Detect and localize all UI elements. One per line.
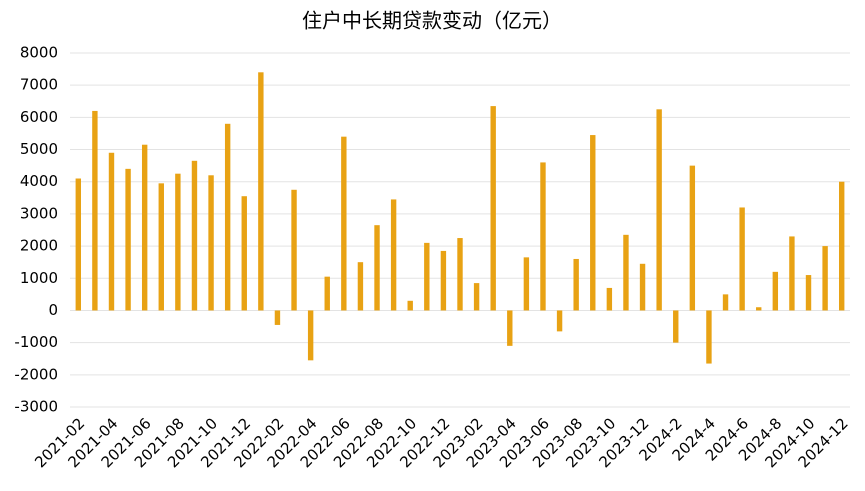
y-tick-label: 0 bbox=[48, 301, 58, 319]
bar bbox=[556, 310, 563, 332]
bar bbox=[689, 165, 696, 311]
bar bbox=[772, 271, 779, 311]
bar bbox=[606, 287, 613, 311]
bar bbox=[258, 72, 264, 311]
bar bbox=[158, 183, 164, 311]
bar bbox=[390, 199, 397, 311]
bar bbox=[307, 310, 314, 361]
bar bbox=[756, 307, 762, 311]
bar bbox=[424, 242, 430, 311]
y-tick-label: 2000 bbox=[20, 237, 58, 255]
bar bbox=[125, 168, 131, 311]
bar bbox=[523, 257, 530, 311]
bar bbox=[706, 310, 712, 364]
y-tick-label: 4000 bbox=[20, 172, 58, 190]
y-tick-label: 8000 bbox=[20, 44, 58, 62]
bar bbox=[324, 276, 330, 311]
bar bbox=[108, 152, 115, 311]
y-tick-label: 3000 bbox=[20, 204, 58, 222]
bar bbox=[839, 181, 845, 311]
bar bbox=[440, 250, 447, 311]
bar bbox=[639, 263, 646, 311]
bar bbox=[224, 123, 231, 311]
bar bbox=[623, 234, 629, 311]
chart-title: 住户中长期贷款变动（亿元） bbox=[302, 9, 562, 33]
bar bbox=[805, 275, 812, 311]
bar bbox=[357, 262, 364, 311]
bar bbox=[191, 160, 198, 311]
y-tick-label: -3000 bbox=[14, 398, 58, 416]
y-tick-label: 1000 bbox=[20, 269, 58, 287]
y-tick-label: -1000 bbox=[14, 333, 58, 351]
bar bbox=[457, 238, 463, 311]
bar bbox=[241, 196, 247, 311]
bar bbox=[490, 106, 496, 311]
bar bbox=[75, 178, 81, 311]
bar bbox=[274, 310, 281, 325]
bar bbox=[722, 294, 729, 311]
bar bbox=[822, 246, 828, 311]
bar bbox=[92, 110, 98, 311]
bar bbox=[673, 310, 679, 343]
bar bbox=[656, 109, 662, 311]
bar bbox=[141, 144, 148, 311]
bar bbox=[739, 207, 745, 311]
bar bbox=[573, 258, 579, 311]
y-tick-label: 6000 bbox=[20, 108, 58, 126]
y-tick-label: 7000 bbox=[20, 76, 58, 94]
bar bbox=[789, 236, 795, 311]
bar bbox=[374, 225, 380, 311]
bar bbox=[175, 173, 181, 311]
bar bbox=[407, 300, 413, 311]
bar bbox=[540, 162, 546, 311]
bar bbox=[341, 136, 347, 311]
bar bbox=[208, 175, 214, 311]
y-tick-label: 5000 bbox=[20, 140, 58, 158]
bar bbox=[291, 189, 297, 311]
bar bbox=[590, 135, 596, 311]
bar bbox=[473, 283, 480, 311]
y-tick-label: -2000 bbox=[14, 365, 58, 383]
bar bbox=[507, 310, 513, 346]
